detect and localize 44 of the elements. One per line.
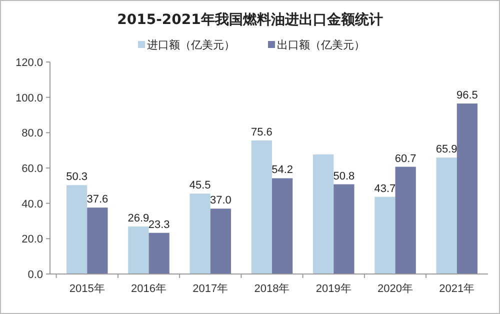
x-tick-label: 2020年 [378,283,413,295]
y-tick-label: 40.0 [22,198,43,210]
x-tick-label: 2016年 [131,283,166,295]
data-label: 54.2 [272,164,294,176]
legend-label: 出口额（亿美元） [277,38,365,52]
y-tick-label: 120.0 [15,57,43,69]
x-tick-label: 2018年 [254,283,290,295]
data-label: 43.7 [374,182,396,195]
y-tick-label: 100.0 [15,92,43,104]
bar [128,226,149,274]
data-label: 50.3 [66,171,88,184]
bar [190,194,210,274]
bar [374,196,396,274]
bar [148,232,170,274]
chart-title: 2015-2021年我国燃料油进出口金额统计 [117,11,383,28]
data-label: 26.9 [128,212,150,224]
bar [456,104,478,274]
data-label: 45.5 [189,180,211,192]
y-tick-label: 20.0 [22,234,43,246]
data-label: 23.3 [148,218,170,231]
bar [66,185,88,274]
legend-label: 进口额（亿美元） [147,38,235,52]
bar [87,208,108,274]
data-label: 37.0 [210,194,232,207]
data-label: 75.6 [250,126,272,138]
bar [395,166,416,274]
y-tick-label: 80.0 [22,128,43,140]
x-tick-label: 2021年 [439,283,475,295]
bar [272,178,293,274]
x-tick-label: 2019年 [316,283,352,295]
y-tick-label: 0.0 [28,269,43,281]
bar [334,184,354,274]
data-label: 50.8 [333,170,355,182]
y-tick-label: 60.0 [22,163,43,175]
x-tick-label: 2017年 [192,283,228,295]
data-label: 65.9 [436,144,458,156]
bar [251,140,272,274]
data-label: 37.6 [86,194,108,206]
bar [312,154,334,274]
data-label: 60.7 [394,152,416,165]
data-label: 96.5 [456,90,478,102]
x-tick-label: 2015年 [69,283,105,295]
bar [210,208,232,274]
bar [436,158,457,274]
